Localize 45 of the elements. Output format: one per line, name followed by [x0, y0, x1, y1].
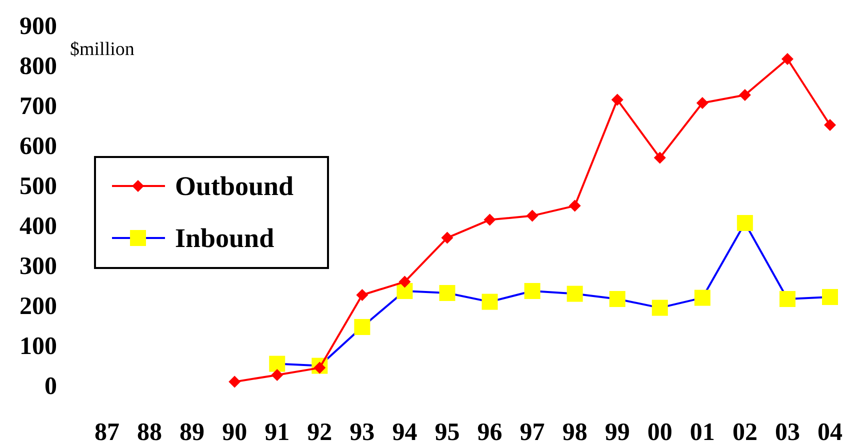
legend-label: Inbound — [175, 223, 274, 253]
y-tick-label: 200 — [20, 293, 57, 320]
y-tick-label: 300 — [20, 253, 57, 280]
y-tick-label: 100 — [20, 333, 57, 360]
x-tick-label: 92 — [307, 419, 332, 445]
x-tick-label: 95 — [434, 419, 460, 445]
x-tick-label: 90 — [222, 419, 248, 445]
x-tick-label: 94 — [392, 419, 418, 445]
x-tick-label: 89 — [180, 419, 205, 445]
x-tick-label: 04 — [818, 419, 843, 445]
x-tick-label: 03 — [774, 419, 800, 445]
y-tick-label: 400 — [20, 213, 57, 240]
x-tick-label: 00 — [647, 419, 672, 445]
x-tick-label: 91 — [264, 419, 290, 445]
y-tick-label: 0 — [44, 373, 57, 400]
point — [696, 97, 708, 109]
point — [654, 152, 666, 164]
x-tick-label: 01 — [690, 419, 715, 445]
x-tick-label: 87 — [94, 419, 120, 445]
point — [611, 94, 624, 106]
point — [228, 376, 241, 388]
y-tick-label: 800 — [20, 53, 57, 80]
point — [824, 119, 836, 131]
point — [781, 53, 794, 65]
point — [526, 210, 538, 222]
x-tick-label: 98 — [562, 419, 588, 445]
point — [271, 369, 284, 381]
x-tick-label: 99 — [604, 419, 630, 445]
point — [398, 276, 411, 288]
x-tick-label: 96 — [477, 419, 502, 445]
x-tick-label: 97 — [520, 419, 545, 445]
y-tick-label: 900 — [20, 13, 57, 40]
point — [441, 232, 454, 244]
x-tick-label: 93 — [350, 419, 375, 445]
x-tick-label: 88 — [137, 419, 162, 445]
legend-label: Outbound — [175, 171, 294, 201]
y-axis-title: $million — [70, 39, 135, 60]
point — [484, 214, 496, 226]
x-tick-label: 02 — [732, 419, 758, 445]
y-tick-label: 500 — [20, 173, 57, 200]
point — [356, 289, 368, 301]
y-tick-label: 600 — [20, 133, 57, 160]
point — [738, 89, 751, 101]
y-tick-label: 700 — [20, 93, 57, 120]
point — [568, 200, 581, 212]
